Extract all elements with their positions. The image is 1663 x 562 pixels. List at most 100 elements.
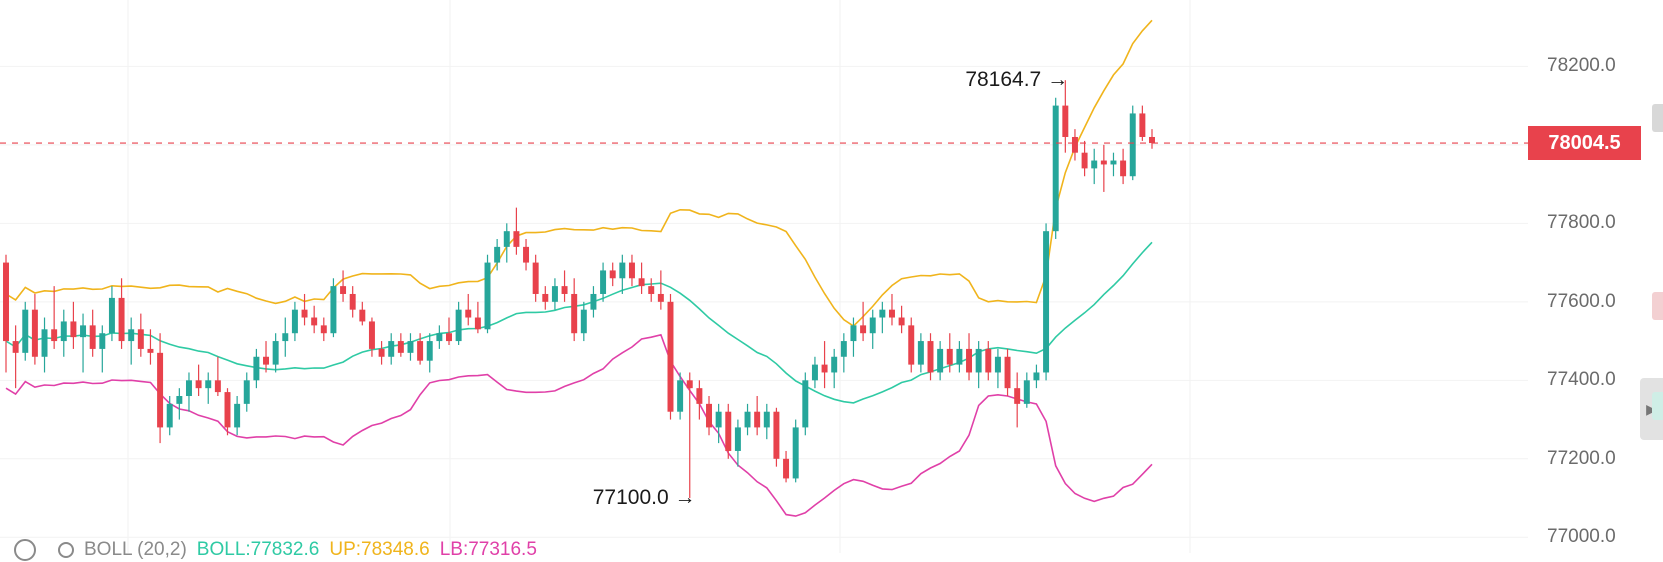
candle-body (436, 333, 443, 342)
candle-body (1043, 231, 1050, 373)
candle-body (1052, 105, 1059, 232)
candle-body (609, 270, 616, 279)
candle-body (792, 427, 799, 479)
candle-body (917, 341, 924, 365)
candle-body (860, 325, 867, 334)
y-tick-label: 77400.0 (1547, 369, 1616, 391)
low-price-annotation: 77100.0 → (593, 486, 696, 510)
chart-plot-area[interactable] (0, 0, 1528, 553)
candle-body (1129, 113, 1136, 177)
candle-body (99, 333, 106, 349)
candle-body (80, 325, 87, 338)
candle-body (648, 286, 655, 294)
y-tick-label: 77200.0 (1547, 447, 1616, 469)
candle-body (927, 341, 934, 373)
candle-body (1014, 388, 1021, 404)
candle-body (147, 348, 154, 353)
candle-body (1033, 372, 1040, 381)
candle-body (89, 325, 96, 349)
candle-body (879, 309, 886, 318)
candle-body (831, 356, 838, 373)
candle-body (349, 293, 356, 310)
candle-body (118, 297, 125, 342)
candle-body (137, 329, 144, 349)
candle-body (494, 246, 501, 263)
boll-upper-band (5, 19, 1153, 328)
candle-body (503, 231, 510, 247)
candle-body (368, 321, 375, 349)
upper-band-value: UP:78348.6 (329, 539, 430, 560)
candle-body (763, 411, 770, 428)
candle-body (1081, 152, 1088, 169)
candle-body (214, 380, 221, 393)
candle-body (802, 380, 809, 428)
candle-body (975, 348, 982, 373)
high-price-annotation: 78164.7 → (965, 68, 1068, 92)
candle-body (1149, 136, 1155, 144)
candle-body (783, 458, 790, 479)
candle-body (840, 341, 847, 357)
candle-body (330, 286, 337, 334)
high-price-label: 78164.7 (965, 68, 1042, 92)
candle-body (291, 309, 298, 334)
candle-body (513, 231, 520, 247)
candle-body (108, 297, 115, 334)
candle-body (446, 333, 452, 342)
candle-body (185, 380, 192, 397)
candle-body (667, 301, 674, 412)
candle-body (638, 278, 645, 287)
boll-middle-band (5, 241, 1153, 404)
candle-body (3, 262, 9, 342)
candle-body (985, 348, 992, 373)
candle-body (725, 411, 732, 451)
candle-body (850, 325, 857, 342)
candle-body (908, 325, 915, 365)
candle-body (1071, 136, 1078, 153)
candle-body (696, 388, 703, 404)
candlestick-chart[interactable] (0, 0, 1528, 553)
candle-body (31, 309, 38, 357)
candle-body (340, 286, 347, 294)
candle-body (455, 309, 462, 342)
candle-body (628, 262, 635, 279)
candle-body (821, 364, 828, 373)
low-price-label: 77100.0 (592, 486, 669, 510)
eye-icon[interactable] (58, 542, 74, 558)
candle-body (166, 403, 173, 428)
candle-body (571, 293, 578, 334)
candle-body (243, 380, 250, 404)
candle-body (754, 411, 761, 428)
lower-band-value: LB:77316.5 (439, 539, 537, 560)
price-axis[interactable] (1528, 0, 1663, 553)
edge-marker-red (1652, 292, 1663, 320)
candle-body (677, 380, 684, 412)
current-price-badge: 78004.5 (1528, 126, 1641, 161)
indicator-name[interactable]: BOLL (20,2) (84, 539, 187, 560)
candle-body (12, 341, 19, 353)
low-arrow-icon: → (674, 486, 696, 510)
candle-body (561, 286, 568, 294)
chevron-right-icon: ▶ (1646, 401, 1657, 418)
candle-body (41, 329, 48, 357)
candle-body (407, 341, 414, 353)
candle-body (378, 348, 385, 357)
candle-body (523, 246, 530, 263)
candle-body (600, 270, 607, 294)
candle-body (417, 341, 424, 361)
indicator-legend: BOLL (20,2) BOLL:77832.6 UP:78348.6 LB:7… (14, 538, 537, 562)
collapse-indicator-icon[interactable] (14, 539, 36, 561)
candle-body (195, 380, 202, 389)
candle-body (590, 293, 597, 310)
candle-body (474, 317, 481, 330)
candle-body (542, 293, 549, 302)
candle-body (157, 352, 164, 428)
candle-body (311, 317, 318, 326)
candle-body (60, 321, 67, 342)
candle-body (686, 380, 693, 389)
candle-body (272, 341, 279, 365)
candle-body (619, 262, 626, 279)
candle-body (580, 309, 587, 334)
y-tick-label: 77800.0 (1547, 212, 1616, 234)
candle-body (253, 356, 260, 381)
candle-body (956, 348, 963, 365)
